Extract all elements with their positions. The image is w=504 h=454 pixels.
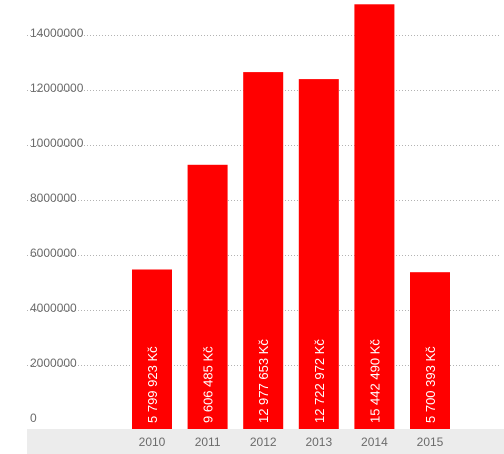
y-axis-ticks: 0 2000000 4000000 6000000 8000000 10000000 120… (30, 26, 84, 425)
bars (132, 4, 450, 430)
bar-2014 (354, 4, 395, 430)
bar-data-labels: 5 799 923 Kč 9 606 485 Kč 12 977 653 Kč 12 … (145, 339, 438, 423)
x-tick-label: 2012 (250, 435, 277, 449)
x-tick-label: 2014 (361, 435, 388, 449)
bar-2013 (298, 79, 339, 429)
y-tick-label: 6000000 (30, 246, 77, 260)
y-tick-label: 2000000 (30, 356, 77, 370)
y-tick-label: 0 (30, 411, 37, 425)
bar-2011 (187, 164, 228, 430)
bar-data-label: 9 606 485 Kč (201, 346, 216, 423)
y-tick-label: 8000000 (30, 191, 77, 205)
bar-data-label: 12 722 972 Kč (312, 339, 327, 423)
bar-data-label: 5 799 923 Kč (145, 346, 160, 423)
bar-2012 (243, 72, 284, 429)
y-tick-label: 4000000 (30, 301, 77, 315)
bar-2010 (132, 269, 172, 429)
x-tick-label: 2015 (417, 435, 444, 449)
bar-data-label: 12 977 653 Kč (256, 339, 271, 423)
x-tick-label: 2011 (195, 435, 221, 449)
x-axis-band (27, 429, 504, 454)
y-tick-label: 10000000 (30, 136, 84, 150)
bar-data-label: 5 700 393 Kč (423, 346, 438, 423)
y-tick-label: 14000000 (30, 26, 84, 40)
bar-2015 (410, 272, 450, 429)
y-tick-label: 12000000 (30, 81, 84, 95)
bar-data-label: 15 442 490 Kč (367, 339, 382, 423)
x-tick-label: 2010 (139, 435, 166, 449)
x-tick-label: 2013 (305, 435, 332, 449)
x-axis-ticks: 2010 2011 2012 2013 2014 2015 (139, 435, 444, 449)
